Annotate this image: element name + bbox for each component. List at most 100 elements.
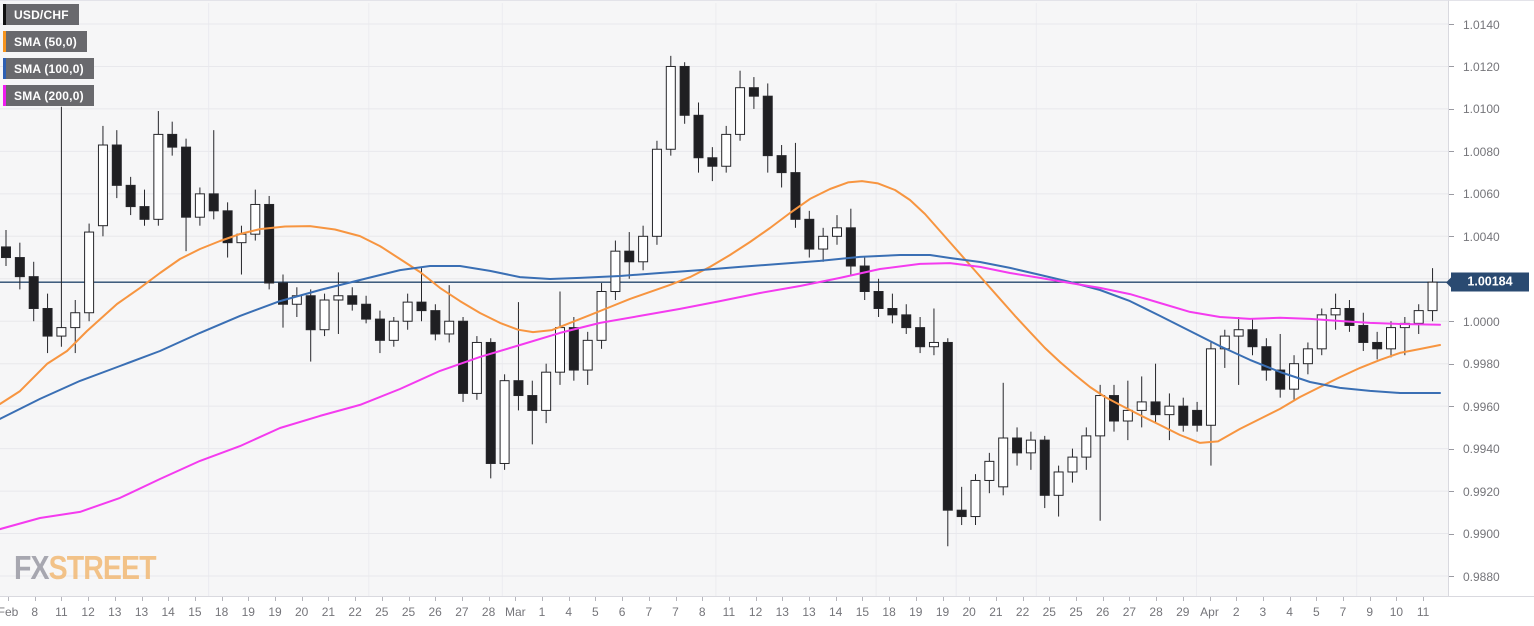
sma100-badge[interactable]: SMA (100,0) [3, 58, 94, 79]
x-axis-tick-mark [194, 597, 196, 601]
candle-up [818, 235, 829, 250]
y-axis-tick-mark [1449, 534, 1454, 535]
price-axis[interactable]: 1.00184 1.0140 1.0120 1.0100 1.0080 1.0060 1.… [1448, 0, 1534, 596]
candle-up [153, 133, 164, 220]
watermark-fx: FX [14, 549, 50, 587]
x-axis-tick-mark [728, 597, 730, 601]
x-axis-tick-mark [88, 597, 90, 601]
candle-down [485, 341, 496, 464]
y-axis-tick-label: 0.9900 [1463, 527, 1500, 542]
x-axis-tick-mark [355, 597, 357, 601]
x-axis-tick-label: 7 [672, 605, 679, 619]
candle-down [707, 157, 718, 167]
x-axis-tick-label: 21 [989, 605, 1003, 619]
y-axis-tick-mark [1449, 364, 1454, 365]
x-axis-tick-label: Feb [0, 605, 19, 619]
x-axis-tick-mark [1423, 597, 1425, 601]
x-axis-tick-label: 25 [401, 605, 416, 619]
x-axis-tick-label: 8 [698, 605, 706, 619]
x-axis-tick-label: 28 [481, 605, 496, 619]
candle-up [1386, 327, 1396, 350]
candle-down [139, 206, 150, 220]
x-axis-tick-mark [702, 597, 704, 601]
candle-up [1081, 435, 1092, 458]
y-axis-tick-label: 1.0060 [1463, 187, 1500, 202]
candle-down [527, 395, 538, 411]
candlestick-chart[interactable] [0, 1, 1448, 597]
candle-down [956, 509, 967, 518]
x-axis-tick-mark [595, 597, 597, 601]
x-axis-tick-mark [461, 597, 463, 601]
sma100-label: SMA (100,0) [6, 58, 94, 79]
x-axis-tick-label: 5 [592, 605, 599, 619]
y-axis-tick-label: 1.0000 [1463, 314, 1500, 329]
x-axis-tick-mark [328, 597, 330, 601]
candle-down [804, 218, 815, 250]
sma200-badge[interactable]: SMA (200,0) [3, 85, 94, 106]
x-axis-tick-label: 13 [108, 605, 122, 619]
candle-up [1413, 310, 1424, 324]
candle-down [1261, 346, 1272, 371]
candle-up [444, 320, 455, 335]
x-axis-tick-mark [1369, 597, 1371, 601]
candle-up [1095, 395, 1106, 437]
candle-down [776, 155, 787, 174]
last-price-tag: 1.00184 [1451, 272, 1529, 292]
x-axis-tick-mark [1102, 597, 1104, 601]
candle-down [859, 265, 870, 293]
candle-down [1358, 324, 1369, 343]
x-axis-tick-label: 1 [538, 605, 546, 619]
y-axis-tick-mark [1449, 491, 1454, 492]
candle-up [582, 339, 593, 371]
x-axis-tick-mark [1049, 597, 1051, 601]
x-axis-tick-mark [675, 597, 677, 601]
x-axis-tick-label: 26 [428, 605, 442, 619]
candles-layer [1, 55, 1438, 547]
candle-up [1330, 307, 1341, 316]
candle-up [1316, 314, 1327, 350]
sma200-color-strip [3, 85, 6, 106]
candle-down [14, 257, 25, 278]
sma50-label: SMA (50,0) [6, 31, 87, 52]
candle-up [250, 203, 261, 235]
x-axis-tick-mark [1129, 597, 1131, 601]
sma50-badge[interactable]: SMA (50,0) [3, 31, 87, 52]
x-axis-tick-mark [862, 597, 864, 601]
candle-up [541, 371, 552, 411]
candle-down [679, 65, 690, 116]
candle-up [1025, 439, 1036, 454]
y-axis-tick-mark [1449, 151, 1454, 152]
candle-down [278, 282, 288, 305]
candle-up [998, 437, 1009, 488]
x-axis-tick-label: 20 [295, 605, 309, 619]
candle-up [610, 250, 621, 293]
chart-plot-area[interactable] [0, 0, 1448, 597]
symbol-badge[interactable]: USD/CHF [3, 4, 79, 25]
candle-up [1427, 281, 1438, 312]
time-axis[interactable]: Feb 8 11 12 13 13 14 15 18 19 19 20 21 22 25 25 26 27 28 Ma… [0, 596, 1534, 626]
candle-up [1164, 405, 1175, 416]
x-axis-tick-label: 21 [321, 605, 336, 619]
x-axis-tick-label: 13 [134, 605, 149, 619]
candle-up [471, 341, 482, 394]
candle-down [1344, 307, 1355, 326]
candle-down [915, 327, 926, 348]
x-axis-tick-mark [8, 597, 9, 601]
x-axis-tick-mark [301, 597, 303, 601]
candle-down [347, 295, 358, 305]
candle-up [1053, 471, 1064, 496]
y-axis-tick-mark [1449, 449, 1454, 450]
x-axis-tick-mark [1022, 597, 1024, 601]
x-axis-tick-label: 9 [1366, 605, 1374, 619]
y-axis-tick-label: 0.9940 [1463, 442, 1500, 457]
x-axis-tick-label: 18 [882, 605, 896, 619]
x-axis-tick-mark [488, 597, 490, 601]
x-axis-tick-label: 10 [1389, 605, 1404, 619]
x-axis-tick-mark [1289, 597, 1291, 601]
x-axis-tick-label: 5 [1312, 605, 1320, 619]
x-axis-tick-label: 4 [565, 605, 573, 619]
sma100-line [0, 254, 1441, 420]
x-axis-tick-label: 13 [775, 605, 789, 619]
candle-down [624, 250, 635, 263]
